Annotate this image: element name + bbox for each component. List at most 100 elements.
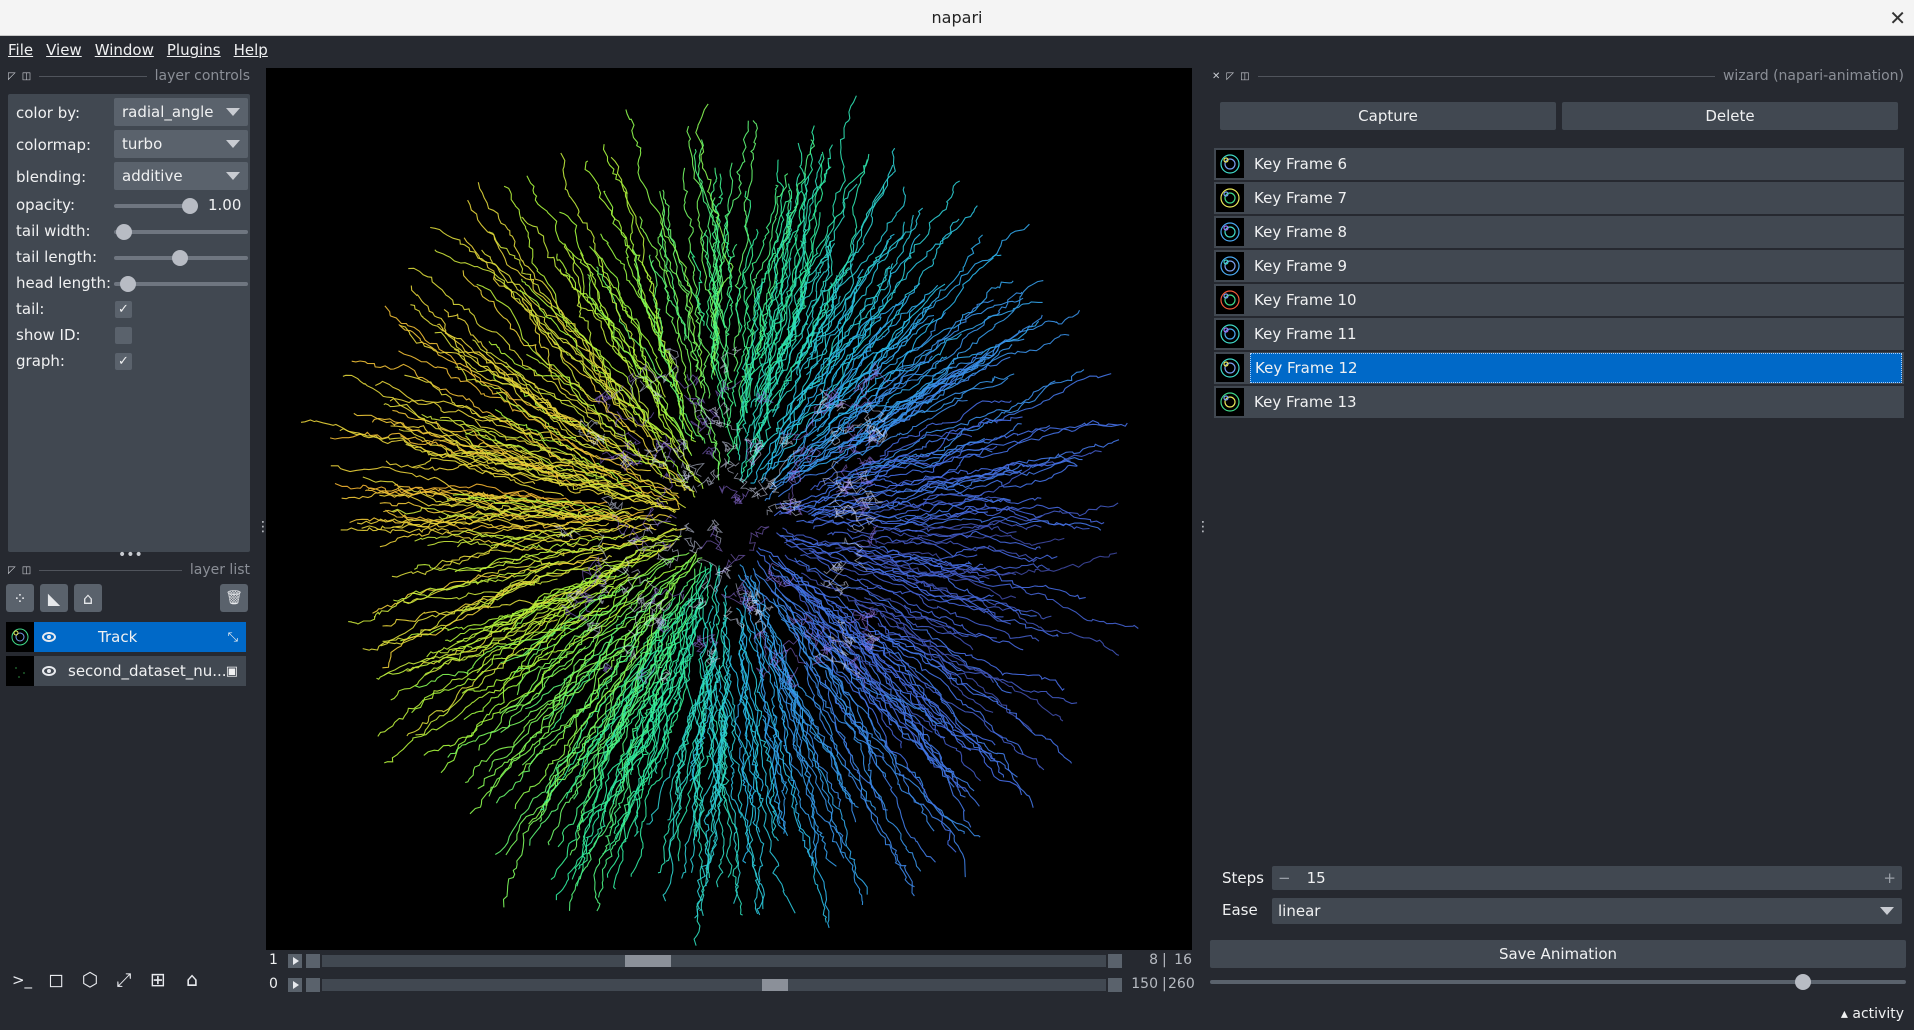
play-icon[interactable] — [288, 978, 302, 992]
layer-body-selected[interactable]: Track ⤡ — [34, 622, 246, 652]
menu-file[interactable]: File — [8, 41, 34, 59]
head-length-slider[interactable] — [114, 282, 248, 286]
dims-slider-track[interactable] — [322, 955, 1106, 967]
dock-splitter-handle[interactable]: ••• — [118, 547, 143, 563]
hide-icon[interactable]: ◫ — [21, 70, 32, 82]
opacity-value[interactable]: 1.00 — [208, 196, 242, 214]
track-path — [655, 435, 676, 468]
capture-button[interactable]: Capture — [1220, 102, 1556, 130]
animation-progress-slider[interactable] — [1210, 980, 1906, 984]
opacity-slider-handle[interactable] — [182, 198, 198, 214]
steps-spinbox[interactable]: − 15 + — [1272, 866, 1902, 890]
menu-help[interactable]: Help — [233, 41, 268, 59]
save-animation-button[interactable]: Save Animation — [1210, 940, 1906, 968]
menu-view[interactable]: View — [46, 41, 82, 59]
track-path — [899, 502, 1119, 543]
console-icon[interactable]: >_ — [11, 971, 33, 989]
layer-row-second-dataset[interactable]: second_dataset_nu... ▣ — [6, 656, 246, 686]
keyframe-item[interactable]: Key Frame 12 — [1214, 352, 1904, 384]
keyframe-item[interactable]: Key Frame 9 — [1214, 250, 1904, 282]
layer-body[interactable]: second_dataset_nu... ▣ — [34, 656, 246, 686]
steps-value[interactable]: 15 — [1306, 869, 1326, 887]
window-close-icon[interactable]: ✕ — [1889, 6, 1906, 30]
graph-checkbox[interactable]: ✓ — [115, 353, 132, 370]
blending-combo[interactable]: additive — [114, 162, 248, 190]
keyframe-item[interactable]: Key Frame 13 — [1214, 386, 1904, 418]
track-path — [565, 639, 663, 799]
viewer-canvas[interactable] — [266, 68, 1192, 950]
decrement-icon[interactable]: − — [1278, 869, 1291, 887]
visibility-eye-icon[interactable] — [42, 666, 56, 676]
roll-dims-icon[interactable]: ⬡ — [81, 969, 99, 991]
keyframe-label[interactable]: Key Frame 9 — [1254, 257, 1348, 275]
keyframe-label[interactable]: Key Frame 12 — [1250, 353, 1902, 383]
tail-width-slider[interactable] — [114, 230, 248, 234]
dims-current-value[interactable]: 150 — [1131, 976, 1158, 992]
layer-name[interactable]: second_dataset_nu... — [68, 662, 227, 680]
ease-combo[interactable]: linear — [1272, 898, 1902, 924]
tail-checkbox[interactable]: ✓ — [115, 301, 132, 318]
float-icon[interactable]: ◸ — [8, 70, 16, 82]
home-icon[interactable]: ⌂ — [185, 969, 199, 991]
keyframe-item[interactable]: Key Frame 10 — [1214, 284, 1904, 316]
tail-length-slider-handle[interactable] — [172, 250, 188, 266]
activity-toggle[interactable]: ▴ activity — [1840, 1006, 1904, 1022]
float-icon[interactable]: ◸ — [1226, 70, 1235, 82]
grid-icon[interactable]: ⊞ — [150, 969, 166, 991]
increment-icon[interactable]: + — [1883, 869, 1896, 887]
keyframe-label[interactable]: Key Frame 6 — [1254, 155, 1348, 173]
step-back-icon[interactable] — [306, 978, 320, 992]
head-length-slider-handle[interactable] — [120, 276, 136, 292]
keyframe-item[interactable]: Key Frame 8 — [1214, 216, 1904, 248]
tail-width-slider-handle[interactable] — [116, 224, 132, 240]
show-id-checkbox[interactable] — [115, 327, 132, 344]
close-icon[interactable]: ✕ — [1212, 70, 1221, 82]
play-icon[interactable] — [288, 954, 302, 968]
keyframe-item[interactable]: Key Frame 7 — [1214, 182, 1904, 214]
delete-layer-button[interactable]: 🗑 — [220, 584, 248, 612]
dims-current-value[interactable]: 8 — [1149, 952, 1158, 968]
new-shapes-layer-button[interactable]: ◣ — [40, 584, 68, 612]
keyframe-label[interactable]: Key Frame 8 — [1254, 223, 1348, 241]
color-by-combo[interactable]: radial_angle — [114, 98, 248, 126]
menu-plugins[interactable]: Plugins — [166, 41, 221, 59]
opacity-slider[interactable] — [114, 204, 198, 208]
step-forward-icon[interactable] — [1108, 954, 1122, 968]
layer-name[interactable]: Track — [98, 628, 138, 646]
track-path — [495, 653, 622, 855]
transpose-icon[interactable]: ⤢ — [116, 969, 132, 991]
dims-slider-thumb[interactable] — [762, 979, 788, 991]
keyframe-label[interactable]: Key Frame 7 — [1254, 189, 1348, 207]
dims-slider-row: 0 150 | 260 — [266, 974, 1195, 996]
keyframe-label[interactable]: Key Frame 10 — [1254, 291, 1357, 309]
keyframe-item[interactable]: Key Frame 6 — [1214, 148, 1904, 180]
new-labels-layer-button[interactable]: ⌂ — [74, 584, 102, 612]
track-path — [894, 516, 1102, 531]
ndisplay-icon[interactable]: ◻ — [48, 969, 64, 991]
hide-icon[interactable]: ◫ — [21, 564, 32, 576]
menu-window[interactable]: Window — [94, 41, 154, 59]
hide-icon[interactable]: ◫ — [1240, 70, 1250, 82]
track-path — [582, 556, 603, 582]
layer-row-track[interactable]: Track ⤡ — [6, 622, 246, 652]
step-back-icon[interactable] — [306, 954, 320, 968]
right-splitter-handle[interactable]: ⋮ — [1196, 519, 1210, 535]
keyframe-thumbnail — [1216, 320, 1244, 348]
colormap-label: colormap: — [16, 136, 92, 154]
track-path — [703, 233, 715, 372]
dims-slider-thumb[interactable] — [625, 955, 671, 967]
new-points-layer-button[interactable]: ⁘ — [6, 584, 34, 612]
animation-progress-handle[interactable] — [1795, 974, 1811, 990]
track-path — [851, 513, 876, 532]
delete-button[interactable]: Delete — [1562, 102, 1898, 130]
left-splitter-handle[interactable]: ⋮ — [256, 519, 270, 535]
keyframe-label[interactable]: Key Frame 13 — [1254, 393, 1357, 411]
dims-slider-track[interactable] — [322, 979, 1106, 991]
float-icon[interactable]: ◸ — [8, 564, 16, 576]
colormap-combo[interactable]: turbo — [114, 130, 248, 158]
keyframe-item[interactable]: Key Frame 11 — [1214, 318, 1904, 350]
visibility-eye-icon[interactable] — [42, 632, 56, 642]
step-forward-icon[interactable] — [1108, 978, 1122, 992]
keyframe-label[interactable]: Key Frame 11 — [1254, 325, 1357, 343]
track-path — [526, 175, 674, 422]
